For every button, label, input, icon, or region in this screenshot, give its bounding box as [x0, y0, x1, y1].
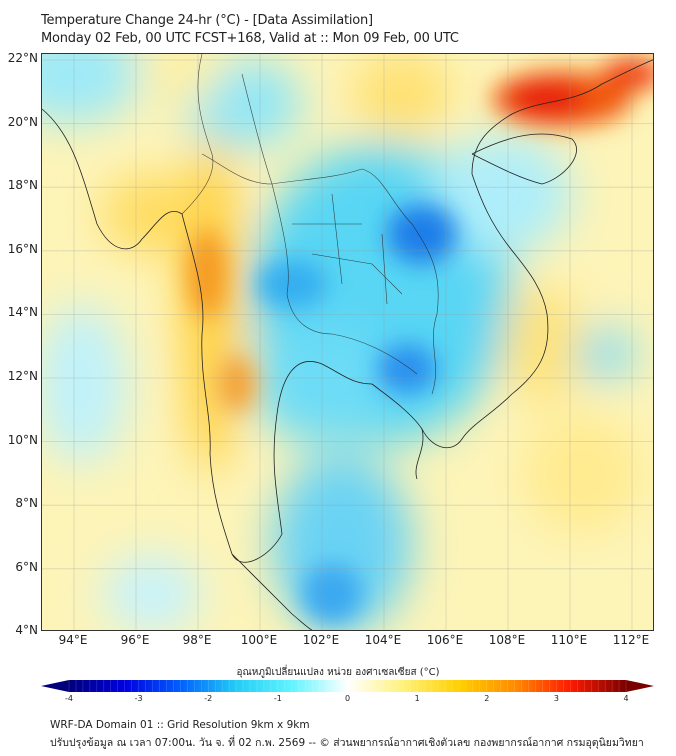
colorbar-tick-label: 0 [344, 694, 351, 703]
lat-label: 14°N [7, 305, 38, 320]
lon-label: 96°E [120, 633, 150, 647]
colorbar-tick-label: 2 [484, 694, 490, 703]
colorbar-tick-label: -1 [273, 694, 282, 703]
lat-label: 20°N [7, 114, 38, 129]
colorbar-tick-label: -2 [204, 694, 213, 703]
lon-label: 98°E [182, 633, 212, 647]
lat-label: 6°N [15, 559, 38, 574]
coastlines [42, 59, 653, 630]
lat-label: 4°N [15, 623, 38, 638]
colorbar-tick-label: -3 [134, 694, 143, 703]
chart-title: Temperature Change 24-hr (°C) - [Data As… [41, 13, 373, 28]
lon-label: 94°E [58, 633, 88, 647]
colorbar-tick-label: 1 [414, 694, 420, 703]
lat-label: 22°N [7, 51, 38, 65]
lat-label: 12°N [7, 369, 38, 383]
colorbar [41, 680, 654, 692]
colorbar-tick-label: -4 [65, 694, 73, 703]
colorbar-tick-label: 3 [553, 694, 559, 703]
lat-label: 8°N [15, 496, 38, 511]
colorbar-min-extend [41, 680, 69, 692]
lon-label: 112°E [612, 633, 650, 647]
lon-label: 108°E [488, 633, 526, 647]
footer-model-info: WRF-DA Domain 01 :: Grid Resolution 9km … [50, 719, 310, 731]
lat-label: 16°N [7, 241, 38, 256]
chart-subtitle: Monday 02 Feb, 00 UTC FCST+168, Valid at… [41, 31, 459, 46]
map-canvas [42, 54, 653, 630]
lon-label: 106°E [426, 633, 464, 647]
footer-credit: ปรับปรุงข้อมูล ณ เวลา 07:00น. วัน จ. ที่… [50, 737, 644, 749]
borders [181, 54, 439, 395]
colorbar-gradient [69, 680, 626, 692]
lat-label: 10°N [7, 432, 38, 447]
graticule [42, 54, 653, 630]
temperature-change-map[interactable] [41, 53, 654, 631]
lon-label: 110°E [550, 633, 588, 647]
colorbar-tick-label: 4 [623, 694, 629, 703]
lon-label: 104°E [364, 633, 402, 647]
colorbar-title: อุณหภูมิเปลี่ยนแปลง หน่วย องศาเซลเซียส (… [236, 667, 440, 678]
lat-label: 18°N [7, 178, 38, 193]
lon-label: 102°E [302, 633, 340, 647]
colorbar-max-extend [626, 680, 654, 692]
lon-label: 100°E [240, 633, 278, 647]
